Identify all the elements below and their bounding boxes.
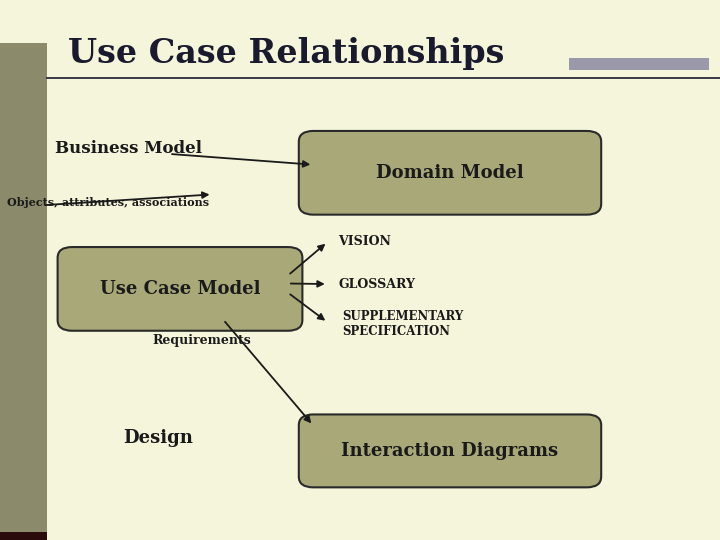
Text: Requirements: Requirements (152, 334, 251, 347)
Text: GLOSSARY: GLOSSARY (338, 278, 415, 291)
Bar (0, 532, 47, 540)
Text: Business Model: Business Model (55, 140, 202, 157)
Text: SUPPLEMENTARY
SPECIFICATION: SUPPLEMENTARY SPECIFICATION (342, 310, 463, 338)
Text: Use Case Model: Use Case Model (100, 280, 260, 298)
Bar (0, 43, 47, 540)
Text: Domain Model: Domain Model (376, 164, 524, 182)
Text: Design: Design (123, 429, 194, 448)
Bar (569, 58, 709, 70)
FancyBboxPatch shape (58, 247, 302, 330)
Text: Objects, attributes, associations: Objects, attributes, associations (7, 197, 210, 208)
FancyBboxPatch shape (299, 415, 601, 487)
Text: Interaction Diagrams: Interaction Diagrams (341, 442, 559, 460)
Text: VISION: VISION (338, 235, 391, 248)
Text: Use Case Relationships: Use Case Relationships (68, 37, 505, 71)
FancyBboxPatch shape (299, 131, 601, 214)
